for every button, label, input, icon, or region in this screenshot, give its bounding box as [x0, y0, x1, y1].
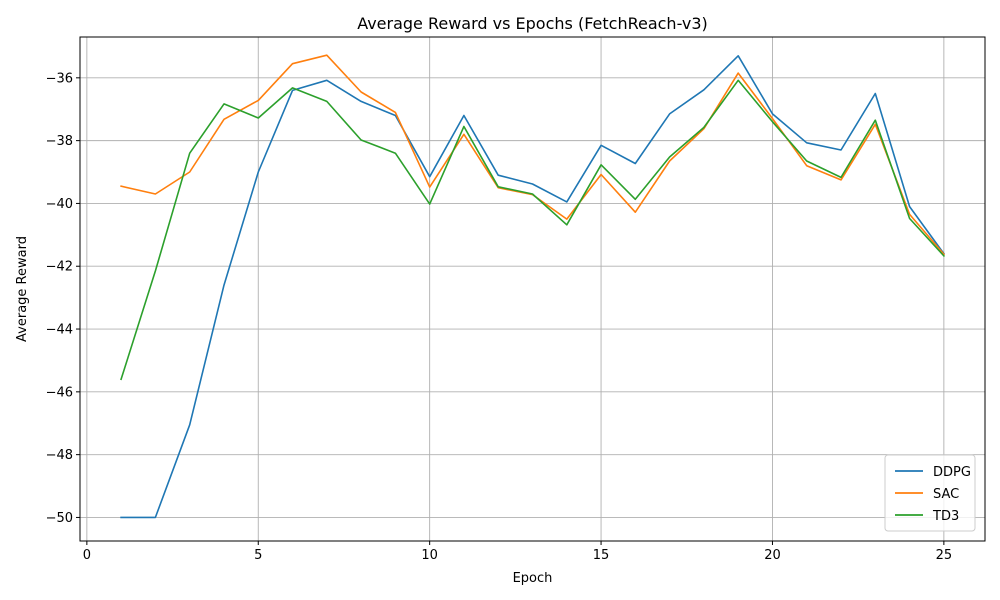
- y-tick-label: −48: [46, 448, 73, 463]
- y-tick-label: −36: [46, 71, 73, 86]
- plot-frame: [79, 36, 986, 542]
- axis-ticks: 0 5 10 15 20 25 −50 −48 −46 −44 −42 −40 −38 −36: [46, 71, 953, 563]
- legend-label: DDPG: [933, 465, 971, 480]
- x-tick-label: 25: [936, 548, 953, 563]
- y-tick-label: −46: [46, 385, 73, 400]
- legend-label: TD3: [932, 509, 959, 524]
- legend: DDPG SAC TD3: [884, 454, 976, 532]
- y-tick-label: −38: [46, 134, 73, 149]
- legend-box: [884, 454, 976, 532]
- grid-lines: [80, 37, 985, 541]
- y-tick-label: −50: [46, 511, 73, 526]
- y-tick-label: −42: [46, 260, 73, 275]
- x-tick-label: 5: [254, 548, 262, 563]
- series-line-td3: [120, 79, 946, 381]
- x-tick-label: 10: [421, 548, 438, 563]
- legend-item: TD3: [895, 509, 959, 524]
- x-tick-label: 20: [764, 548, 781, 563]
- y-tick-label: −40: [46, 197, 73, 212]
- series-lines: [120, 54, 946, 519]
- y-axis-label: Average Reward: [15, 236, 30, 342]
- chart-title: Average Reward vs Epochs (FetchReach-v3): [357, 14, 708, 33]
- legend-label: SAC: [933, 487, 959, 502]
- y-tick-label: −44: [46, 323, 73, 338]
- series-line-ddpg: [120, 54, 946, 519]
- x-tick-label: 15: [593, 548, 610, 563]
- x-tick-label: 0: [83, 548, 91, 563]
- x-axis-label: Epoch: [513, 571, 553, 586]
- legend-item: DDPG: [895, 465, 971, 480]
- legend-item: SAC: [895, 487, 959, 502]
